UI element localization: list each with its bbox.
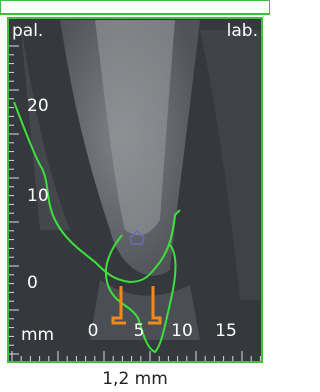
vertical-label: 20 (27, 96, 49, 116)
horizontal-label: 5 (134, 321, 145, 341)
horizontal-label: 0 (88, 321, 99, 341)
slice-thickness: 1,2 mm (102, 369, 168, 389)
horizontal-label: 15 (215, 321, 237, 341)
unit-label: mm (21, 325, 54, 345)
header-bar (0, 0, 270, 14)
vertical-label: 0 (27, 273, 38, 293)
vertical-label: 10 (27, 186, 49, 206)
orientation-left: pal. (12, 21, 43, 41)
horizontal-label: 10 (171, 321, 193, 341)
orientation-right: lab. (227, 21, 258, 41)
viewer: pal. lab. 20 10 0 mm 0 5 10 15 1,2 mm (0, 0, 270, 392)
